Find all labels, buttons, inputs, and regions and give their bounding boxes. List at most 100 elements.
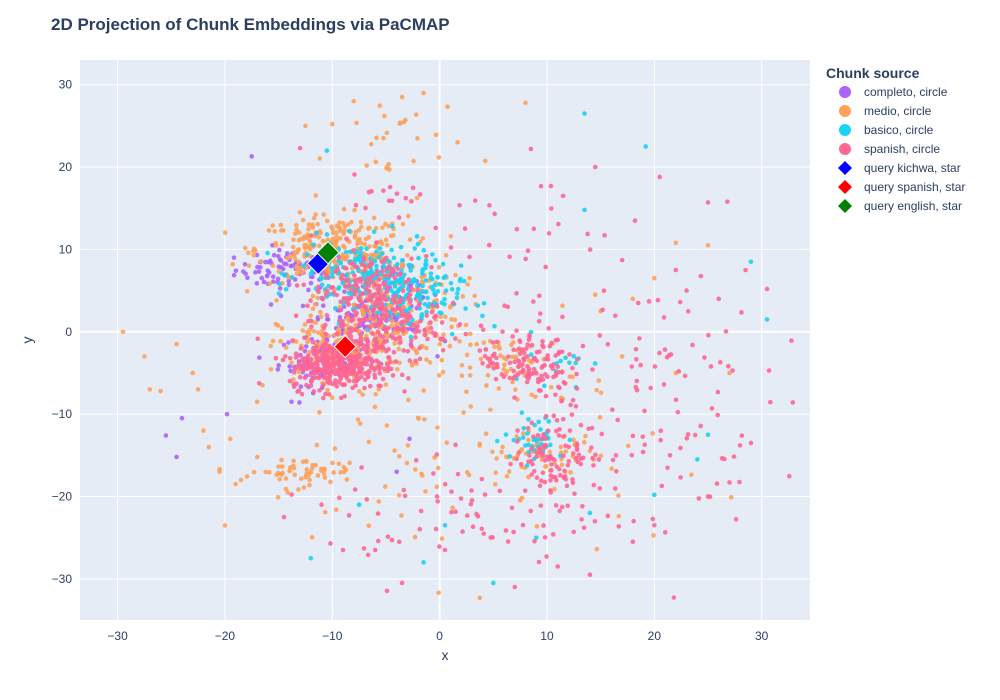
data-point	[564, 483, 570, 489]
data-point	[393, 336, 399, 342]
data-point	[301, 356, 306, 362]
data-point	[324, 313, 330, 318]
data-point	[386, 313, 392, 319]
data-point	[490, 340, 496, 345]
data-point	[294, 271, 300, 277]
data-point	[499, 449, 504, 455]
data-point	[529, 446, 534, 452]
data-point	[678, 475, 683, 480]
data-point	[388, 366, 394, 372]
data-point	[513, 354, 519, 360]
data-point	[448, 280, 454, 286]
data-point	[516, 358, 522, 364]
data-point	[441, 336, 446, 342]
data-point	[655, 297, 661, 303]
data-point	[399, 279, 404, 284]
data-point	[589, 445, 594, 450]
data-point	[408, 268, 414, 273]
data-point	[625, 443, 631, 449]
data-point	[349, 287, 355, 293]
data-point	[467, 365, 473, 370]
data-point	[384, 255, 389, 261]
legend-item[interactable]: spanish, circle	[839, 142, 940, 156]
data-point	[327, 291, 333, 297]
data-point	[364, 246, 369, 251]
data-point	[432, 282, 438, 288]
data-point	[730, 368, 735, 373]
data-point	[291, 458, 296, 464]
data-point	[490, 535, 495, 540]
data-point	[242, 261, 248, 267]
data-point	[253, 270, 258, 275]
data-point	[325, 288, 330, 294]
data-point	[256, 380, 262, 386]
data-point	[323, 322, 328, 328]
data-point	[477, 441, 483, 447]
data-point	[465, 282, 470, 287]
data-point	[423, 258, 429, 263]
data-point	[273, 355, 279, 361]
data-point	[475, 303, 481, 308]
data-point	[401, 348, 406, 353]
data-point	[310, 293, 316, 299]
data-point	[324, 148, 330, 153]
legend-item[interactable]: query spanish, star	[838, 180, 965, 194]
data-point	[514, 328, 519, 333]
data-point	[328, 371, 333, 377]
data-point	[355, 238, 361, 243]
data-point	[384, 242, 390, 248]
data-point	[547, 343, 553, 349]
data-point	[559, 504, 565, 510]
data-point	[206, 444, 212, 450]
data-point	[368, 141, 374, 147]
data-point	[549, 206, 554, 211]
data-point	[354, 248, 360, 254]
data-point	[294, 227, 299, 232]
data-point	[309, 233, 314, 238]
legend-item[interactable]: query english, star	[838, 199, 962, 213]
data-point	[395, 289, 401, 294]
data-point	[261, 279, 267, 285]
data-point	[292, 256, 298, 261]
data-point	[242, 245, 248, 251]
data-point	[428, 325, 434, 331]
data-point	[526, 459, 531, 465]
legend-marker	[838, 180, 852, 194]
data-point	[536, 419, 541, 425]
data-point	[297, 145, 303, 151]
data-point	[233, 268, 239, 274]
data-point	[553, 503, 559, 508]
legend-item[interactable]: query kichwa, star	[838, 161, 961, 175]
data-point	[571, 451, 576, 456]
data-point	[534, 475, 540, 480]
data-point	[439, 357, 445, 363]
data-point	[419, 312, 425, 317]
data-point	[631, 518, 636, 524]
data-point	[520, 522, 526, 528]
legend-item[interactable]: basico, circle	[839, 123, 934, 137]
data-point	[422, 417, 427, 422]
data-point	[528, 352, 534, 357]
data-point	[589, 425, 595, 431]
data-point	[464, 389, 469, 394]
data-point	[590, 367, 595, 372]
data-point	[341, 206, 347, 212]
data-point	[317, 410, 322, 415]
data-point	[355, 303, 360, 309]
data-point	[718, 360, 723, 365]
data-point	[505, 539, 511, 544]
data-point	[270, 223, 275, 228]
data-point	[294, 222, 299, 228]
data-point	[496, 386, 502, 391]
data-point	[291, 377, 296, 382]
data-point	[503, 432, 509, 437]
legend-item[interactable]: completo, circle	[839, 85, 948, 99]
data-point	[332, 446, 338, 451]
legend-item[interactable]: medio, circle	[839, 104, 932, 118]
data-point	[524, 463, 530, 468]
data-point	[652, 522, 657, 528]
data-point	[366, 324, 372, 330]
data-point	[678, 445, 683, 451]
data-point	[405, 348, 411, 354]
data-point	[596, 378, 602, 383]
